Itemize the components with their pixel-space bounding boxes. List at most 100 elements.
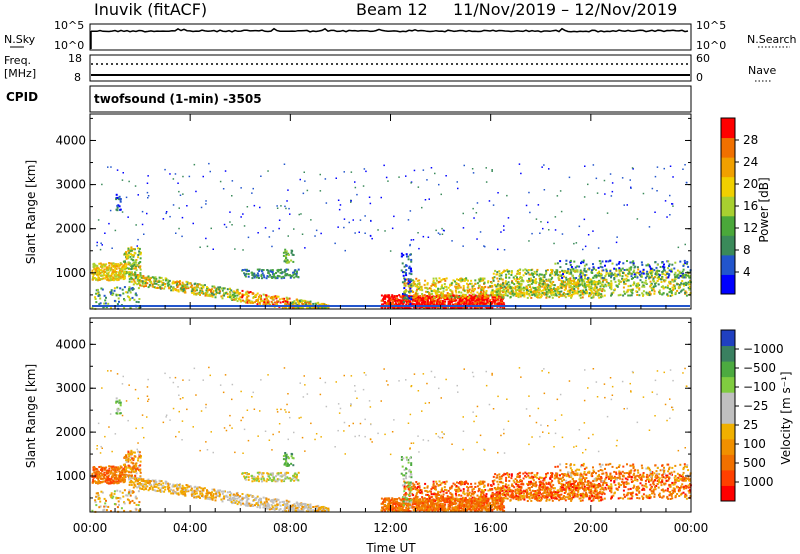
echo-cell: [315, 302, 318, 305]
echo-cell: [455, 281, 458, 284]
echo-cell: [248, 269, 250, 272]
echo-cell: [650, 267, 652, 270]
echo-cell: [534, 286, 537, 289]
echo-cell: [91, 306, 94, 309]
echo-cell: [245, 272, 248, 275]
echo-cell: [462, 287, 465, 290]
echo-cell: [129, 273, 131, 276]
echo-cell: [493, 293, 496, 296]
echo-cell: [94, 296, 97, 299]
echo-cell: [304, 247, 306, 249]
echo-cell: [121, 179, 124, 181]
echo-cell: [243, 300, 246, 303]
echo-cell: [417, 287, 420, 290]
echo-cell: [432, 283, 435, 286]
echo-cell: [409, 210, 412, 212]
echo-cell: [628, 269, 631, 271]
power-data: [91, 162, 692, 310]
echo-cell: [350, 305, 352, 307]
echo-cell: [509, 292, 512, 295]
echo-cell: [462, 293, 465, 296]
echo-cell: [507, 217, 510, 219]
echo-cell: [442, 306, 445, 309]
echo-cell: [409, 290, 412, 293]
echo-cell: [119, 287, 122, 290]
echo-cell: [97, 482, 100, 484]
echo-cell: [408, 290, 410, 293]
echo-cell: [152, 305, 154, 307]
echo-cell: [658, 291, 661, 294]
echo-cell: [430, 305, 432, 307]
echo-cell: [584, 165, 586, 167]
echo-cell: [442, 305, 444, 307]
echo-cell: [413, 169, 416, 172]
echo-cell: [564, 296, 567, 299]
echo-cell: [450, 284, 453, 286]
echo-cell: [504, 292, 507, 294]
echo-cell: [650, 276, 653, 279]
echo-cell: [118, 305, 120, 307]
echo-cell: [193, 293, 196, 296]
echo-cell: [400, 255, 403, 258]
echo-cell: [119, 262, 122, 265]
echo-cell: [671, 286, 674, 289]
echo-cell: [662, 305, 664, 307]
echo-cell: [213, 285, 216, 288]
echo-cell: [632, 305, 634, 307]
echo-cell: [112, 475, 115, 478]
echo-cell: [348, 221, 350, 224]
echo-cell: [649, 272, 652, 275]
echo-cell: [105, 306, 108, 309]
echo-cell: [508, 270, 511, 273]
echo-cell: [502, 290, 504, 293]
echo-cell: [140, 279, 143, 282]
echo-cell: [496, 271, 499, 274]
echo-cell: [632, 270, 635, 273]
echo-cell: [172, 289, 175, 292]
echo-cell: [422, 169, 425, 171]
echo-cell: [568, 281, 571, 284]
echo-cell: [610, 305, 612, 307]
echo-cell: [429, 287, 432, 290]
echo-cell: [415, 290, 418, 293]
echo-cell: [609, 173, 612, 175]
echo-cell: [616, 273, 619, 276]
echo-cell: [533, 279, 536, 282]
echo-cell: [398, 294, 401, 297]
echo-cell: [418, 307, 421, 310]
echo-cell: [136, 279, 139, 282]
echo-cell: [128, 305, 130, 307]
echo-cell: [638, 287, 641, 290]
echo-cell: [545, 285, 548, 288]
echo-cell: [91, 269, 94, 272]
echo-cell: [402, 271, 405, 274]
echo-cell: [622, 272, 624, 274]
echo-cell: [105, 479, 108, 482]
echo-cell: [232, 296, 235, 299]
echo-cell: [244, 275, 247, 278]
echo-cell: [437, 297, 440, 300]
echo-cell: [491, 169, 493, 171]
echo-cell: [603, 277, 606, 280]
echo-cell: [567, 268, 570, 271]
echo-cell: [254, 301, 256, 304]
echo-cell: [442, 292, 444, 295]
echo-cell: [465, 300, 468, 303]
echo-cell: [587, 284, 590, 287]
echo-cell: [91, 271, 94, 274]
echo-cell: [425, 290, 428, 293]
echo-cell: [569, 259, 572, 262]
echo-cell: [504, 280, 507, 283]
echo-cell: [432, 298, 435, 301]
echo-cell: [623, 282, 626, 285]
echo-cell: [561, 269, 564, 272]
echo-cell: [181, 285, 184, 288]
echo-cell: [598, 274, 601, 277]
echo-cell: [388, 297, 391, 300]
echo-cell: [432, 281, 435, 284]
freq-top-tick: 18: [68, 52, 82, 65]
echo-cell: [119, 467, 122, 469]
echo-cell: [192, 291, 195, 294]
echo-cell: [510, 293, 513, 296]
echo-cell: [683, 259, 686, 262]
